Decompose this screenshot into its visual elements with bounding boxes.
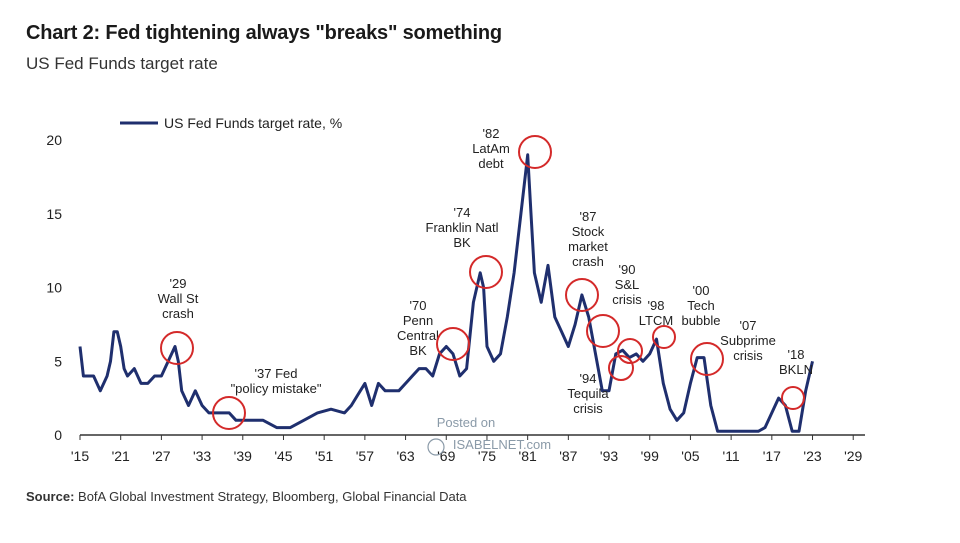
source-text: BofA Global Investment Strategy, Bloombe… xyxy=(74,489,467,504)
annotation-label: Penn xyxy=(403,313,433,328)
watermark-text: ISABELNET.com xyxy=(453,437,551,452)
annotation-label: '70 xyxy=(410,298,427,313)
x-tick-label: '23 xyxy=(803,448,821,464)
y-tick-label: 15 xyxy=(46,206,62,222)
legend-label: US Fed Funds target rate, % xyxy=(164,115,342,131)
highlight-circle xyxy=(469,255,503,289)
highlight-circle xyxy=(160,331,194,365)
highlight-circle xyxy=(652,325,676,349)
annotation-label: Tequila xyxy=(567,386,609,401)
x-tick-label: '29 xyxy=(844,448,862,464)
annotation-label: '82 xyxy=(483,126,500,141)
annotation-label: Central xyxy=(397,328,439,343)
annotation-label: market xyxy=(568,239,608,254)
highlight-circle xyxy=(518,135,552,169)
annotation-label: Subprime xyxy=(720,333,776,348)
x-tick-label: '99 xyxy=(641,448,659,464)
annotation-label: BK xyxy=(453,235,471,250)
source-label: Source: xyxy=(26,489,75,504)
x-tick-label: '57 xyxy=(356,448,374,464)
y-tick-label: 5 xyxy=(54,353,62,369)
highlight-circle xyxy=(781,386,805,410)
highlight-circle xyxy=(565,278,599,312)
annotation-label: Franklin Natl xyxy=(426,220,499,235)
annotation-label: LTCM xyxy=(639,313,673,328)
x-tick-label: '11 xyxy=(723,448,740,464)
x-tick-label: '81 xyxy=(519,448,537,464)
y-tick-label: 20 xyxy=(46,132,62,148)
x-tick-label: '87 xyxy=(559,448,577,464)
annotation-label: LatAm xyxy=(472,141,510,156)
annotation-label: '94 xyxy=(580,371,597,386)
highlight-circle xyxy=(212,396,246,430)
annotation-label: crisis xyxy=(733,348,763,363)
highlight-circle xyxy=(436,327,470,361)
annotation-label: '07 xyxy=(740,318,757,333)
highlight-circle xyxy=(608,355,634,381)
annotation-label: debt xyxy=(478,156,504,171)
y-tick-label: 10 xyxy=(46,280,62,296)
x-tick-label: '45 xyxy=(274,448,292,464)
source-note: Source: BofA Global Investment Strategy,… xyxy=(26,489,467,504)
annotation-label: '87 xyxy=(580,209,597,224)
x-tick-label: '17 xyxy=(763,448,781,464)
annotation-label: S&L xyxy=(615,277,640,292)
annotation-label: crash xyxy=(572,254,604,269)
annotation-label: '29 xyxy=(170,276,187,291)
annotation-label: '37 Fed xyxy=(255,366,298,381)
series-line xyxy=(78,153,814,433)
x-tick-label: '33 xyxy=(193,448,211,464)
highlight-circle xyxy=(617,338,643,364)
annotation-label: '00 xyxy=(693,283,710,298)
watermark-text: Posted on xyxy=(437,415,496,430)
highlight-circle xyxy=(690,342,724,376)
annotation-label: '74 xyxy=(454,205,471,220)
x-tick-label: '51 xyxy=(315,448,333,464)
annotation-label: bubble xyxy=(681,313,720,328)
x-tick-label: '93 xyxy=(600,448,618,464)
annotation-label: Tech xyxy=(687,298,714,313)
x-tick-label: '63 xyxy=(396,448,414,464)
x-tick-label: '75 xyxy=(478,448,496,464)
x-tick-label: '27 xyxy=(152,448,170,464)
annotation-label: crisis xyxy=(612,292,642,307)
annotation-label: crash xyxy=(162,306,194,321)
annotation-label: "policy mistake" xyxy=(231,381,322,396)
x-tick-label: '21 xyxy=(112,448,130,464)
chart-title: Chart 2: Fed tightening always "breaks" … xyxy=(26,22,502,44)
annotation-label: BK xyxy=(409,343,427,358)
annotation-label: Wall St xyxy=(158,291,199,306)
annotation-label: crisis xyxy=(573,401,603,416)
annotation-label: BKLN xyxy=(779,362,813,377)
x-tick-label: '15 xyxy=(71,448,89,464)
x-tick-label: '05 xyxy=(681,448,699,464)
annotation-label: '90 xyxy=(619,262,636,277)
highlight-circle xyxy=(586,314,620,348)
watermark-logo-icon xyxy=(427,438,445,456)
chart-subtitle: US Fed Funds target rate xyxy=(26,54,218,73)
x-tick-label: '39 xyxy=(234,448,252,464)
annotation-label: '18 xyxy=(788,347,805,362)
y-tick-label: 0 xyxy=(54,427,62,443)
annotation-label: Stock xyxy=(572,224,605,239)
annotation-label: '98 xyxy=(648,298,665,313)
